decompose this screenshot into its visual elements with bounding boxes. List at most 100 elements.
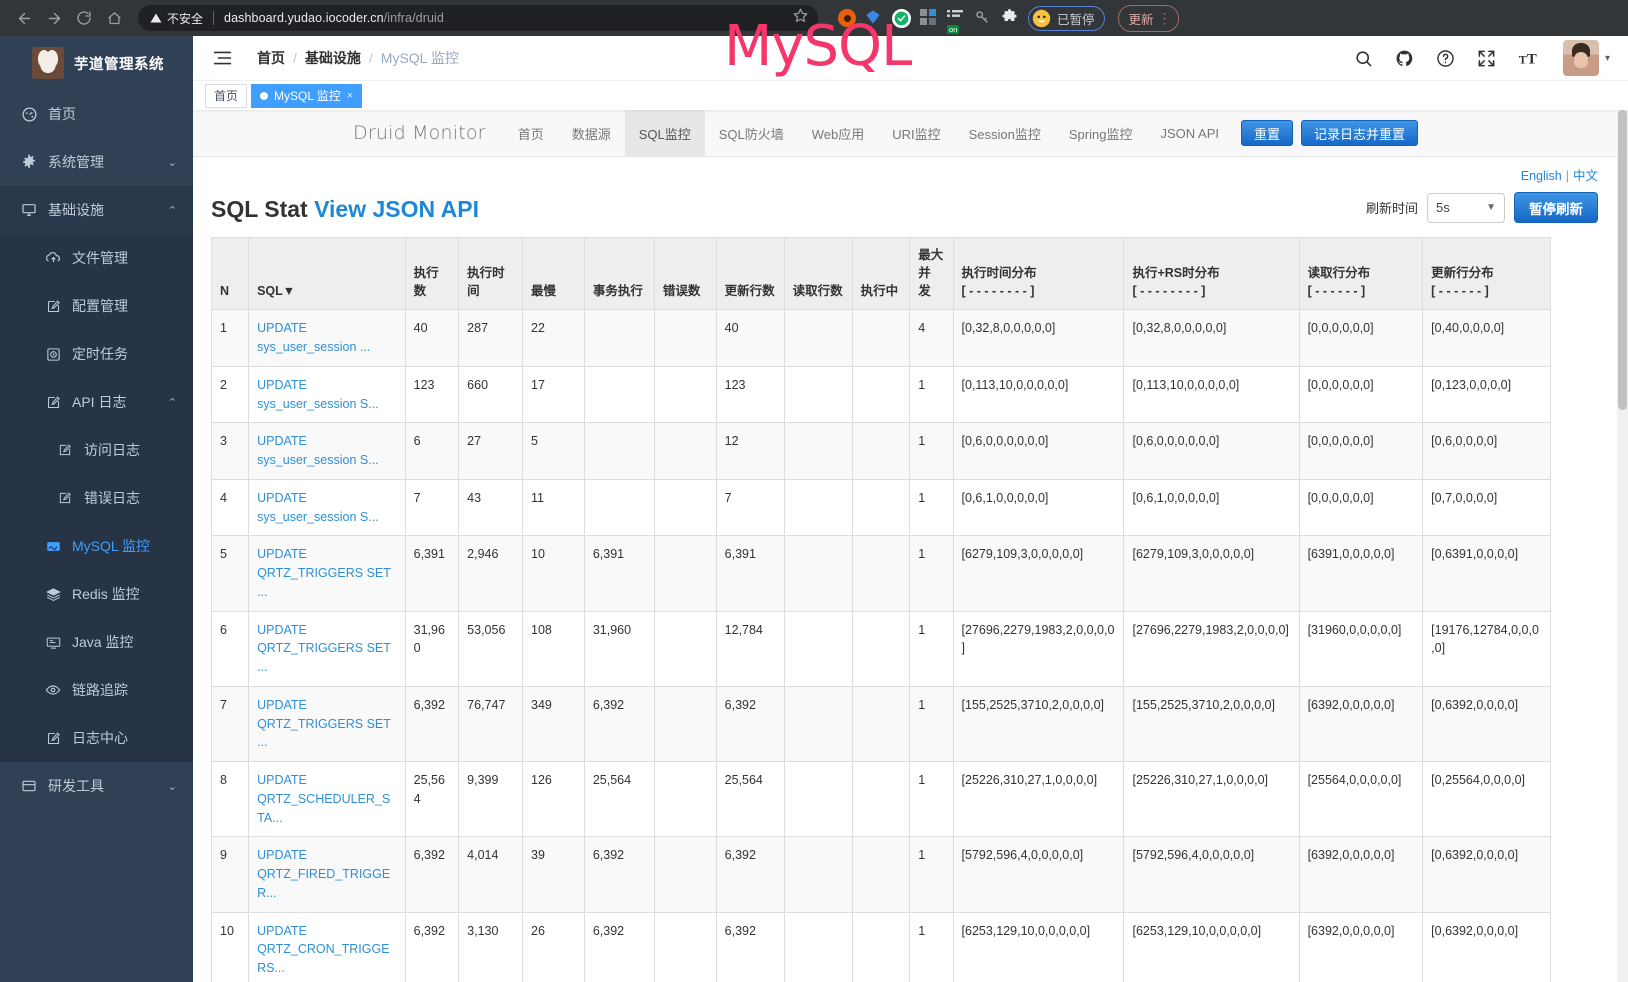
sql-link[interactable]: UPDATE QRTZ_SCHEDULER_STA... [257, 773, 391, 825]
sidebar-item-redis-monitor[interactable]: Redis 监控 [0, 570, 193, 618]
sidebar-item-java-monitor[interactable]: Java 监控 [0, 618, 193, 666]
sidebar-item-system[interactable]: 系统管理 ⌄ [0, 138, 193, 186]
reset-button[interactable]: 重置 [1241, 120, 1294, 147]
sidebar-item-cron-task[interactable]: 定时任务 [0, 330, 193, 378]
sql-link[interactable]: UPDATE QRTZ_TRIGGERS SET ... [257, 697, 391, 750]
reload-icon[interactable] [70, 4, 98, 32]
cell-sql-link[interactable]: UPDATE sys_user_session S... [248, 478, 406, 537]
sidebar-item-log-center[interactable]: 日志中心 [0, 714, 193, 762]
sidebar-item-config-manage[interactable]: 配置管理 [0, 282, 193, 330]
sidebar-item-mysql-monitor[interactable]: MySQL 监控 [0, 522, 193, 570]
cell-sql-link[interactable]: UPDATE QRTZ_TRIGGERS SET ... [248, 685, 406, 763]
sidebar-item-infra[interactable]: 基础设施 ⌃ [0, 186, 193, 234]
th-exec-count[interactable]: 执行数 [404, 237, 460, 311]
th-exec-time-dist[interactable]: 执行时间分布 [ - - - - - - - - ] [952, 237, 1125, 311]
th-read-rows[interactable]: 读取行数 [783, 237, 853, 311]
extension-key-icon[interactable] [974, 9, 992, 27]
cell-sql-link[interactable]: UPDATE QRTZ_FIRED_TRIGGER... [248, 836, 406, 913]
druid-brand[interactable]: Druid Monitor [353, 122, 486, 145]
extension-orange-icon[interactable] [838, 9, 856, 27]
address-bar[interactable]: 不安全 dashboard.yudao.iocoder.cn/infra/dru… [138, 5, 818, 31]
extension-list-icon[interactable]: on [947, 9, 965, 34]
cell-sql-link[interactable]: UPDATE sys_user_session ... [248, 309, 406, 367]
lang-english-link[interactable]: English [1520, 169, 1562, 184]
close-icon[interactable]: × [346, 89, 354, 102]
sql-link[interactable]: UPDATE sys_user_session S... [257, 434, 379, 468]
search-icon[interactable] [1354, 49, 1373, 68]
druid-nav-session-monitor[interactable]: Session监控 [968, 126, 1041, 142]
cell-value: 4 [210, 478, 250, 537]
hamburger-icon[interactable] [209, 50, 235, 66]
th-running[interactable]: 执行中 [851, 237, 911, 311]
sql-link[interactable]: UPDATE sys_user_session S... [257, 490, 379, 524]
th-update-row-dist[interactable]: 更新行分布 [ - - - - - - ] [1422, 237, 1551, 311]
extension-grid-icon[interactable] [920, 9, 938, 27]
back-arrow-icon[interactable] [10, 4, 38, 32]
cell-sql-link[interactable]: UPDATE sys_user_session S... [248, 422, 406, 480]
th-exec-rs-dist[interactable]: 执行+RS时分布 [ - - - - - - - - ] [1123, 237, 1300, 311]
sql-link[interactable]: UPDATE QRTZ_CRON_TRIGGERS... [257, 923, 390, 976]
th-slowest[interactable]: 最慢 [522, 237, 585, 311]
druid-nav-spring-monitor[interactable]: Spring监控 [1068, 126, 1133, 142]
th-error-count[interactable]: 错误数 [653, 237, 717, 311]
help-icon[interactable] [1436, 49, 1455, 68]
cell-sql-link[interactable]: UPDATE QRTZ_TRIGGERS SET ... [248, 610, 406, 687]
sidebar-item-access-log[interactable]: 访问日志 [0, 426, 193, 474]
refresh-interval-select[interactable]: 5s ▼ [1427, 192, 1505, 223]
druid-nav-home[interactable]: 首页 [517, 126, 544, 142]
th-read-row-dist[interactable]: 读取行分布 [ - - - - - - ] [1298, 237, 1424, 311]
bookmark-star-icon[interactable] [793, 8, 808, 28]
forward-arrow-icon[interactable] [40, 4, 68, 32]
vertical-scrollbar[interactable] [1617, 110, 1628, 982]
druid-nav-json-api[interactable]: JSON API [1160, 125, 1220, 141]
fullscreen-icon[interactable] [1477, 49, 1496, 68]
th-max-concurrent[interactable]: 最大并 发 [909, 237, 954, 311]
user-menu[interactable]: ▾ [1562, 40, 1610, 76]
sidebar-item-home[interactable]: 首页 [0, 90, 193, 138]
sidebar-item-file-manage[interactable]: 文件管理 [0, 234, 193, 282]
druid-nav-uri-monitor[interactable]: URI监控 [892, 126, 941, 142]
scrollbar-thumb[interactable] [1618, 110, 1627, 411]
druid-nav-webapp[interactable]: Web应用 [811, 126, 865, 142]
tag-tab-mysql-monitor[interactable]: MySQL 监控 × [251, 83, 363, 108]
home-icon[interactable] [100, 4, 128, 32]
tag-tab-home[interactable]: 首页 [205, 83, 248, 108]
sidebar-item-api-log[interactable]: API 日志 ⌃ [0, 378, 193, 426]
sidebar-item-error-log[interactable]: 错误日志 [0, 474, 193, 522]
druid-nav-datasource[interactable]: 数据源 [571, 126, 611, 142]
lang-chinese-link[interactable]: 中文 [1572, 169, 1598, 184]
profile-paused-pill[interactable]: 已暂停 [1028, 5, 1105, 31]
th-tx-exec[interactable]: 事务执行 [583, 237, 655, 311]
sql-link[interactable]: UPDATE sys_user_session S... [257, 377, 379, 411]
breadcrumb-item-1[interactable]: 基础设施 [304, 50, 361, 66]
view-json-api-link[interactable]: View JSON API [314, 196, 480, 223]
th-update-rows[interactable]: 更新行数 [715, 237, 785, 311]
log-and-reset-button[interactable]: 记录日志并重置 [1301, 120, 1419, 147]
cell-value: 126 [522, 761, 585, 838]
cell-sql-link[interactable]: UPDATE QRTZ_CRON_TRIGGERS... [248, 911, 406, 982]
sidebar-brand[interactable]: 芋道管理系统 [0, 36, 193, 90]
sql-link[interactable]: UPDATE sys_user_session ... [257, 321, 371, 355]
sidebar-item-trace[interactable]: 链路追踪 [0, 666, 193, 714]
th-exec-time[interactable]: 执行时间 [458, 237, 524, 311]
druid-nav-sql-monitor[interactable]: SQL监控 [624, 110, 705, 157]
breadcrumb-item-0[interactable]: 首页 [257, 50, 285, 66]
extension-diamond-icon[interactable] [865, 9, 883, 27]
update-pill[interactable]: 更新 ⋮ [1117, 4, 1179, 32]
not-secure-indicator[interactable]: 不安全 [150, 10, 203, 27]
github-icon[interactable] [1395, 49, 1414, 68]
extensions-puzzle-icon[interactable] [1001, 9, 1019, 27]
extension-green-check-icon[interactable] [892, 8, 911, 28]
cell-sql-link[interactable]: UPDATE QRTZ_SCHEDULER_STA... [248, 761, 406, 838]
sql-link[interactable]: UPDATE QRTZ_FIRED_TRIGGER... [257, 848, 391, 900]
sql-link[interactable]: UPDATE QRTZ_TRIGGERS SET ... [257, 622, 391, 675]
sidebar-item-devtools[interactable]: 研发工具 ⌄ [0, 762, 193, 810]
druid-nav-sql-firewall[interactable]: SQL防火墙 [718, 126, 784, 142]
pause-refresh-button[interactable]: 暂停刷新 [1514, 192, 1598, 224]
cell-sql-link[interactable]: UPDATE QRTZ_TRIGGERS SET ... [248, 535, 406, 612]
th-sql[interactable]: SQL▼ [248, 237, 406, 311]
cell-sql-link[interactable]: UPDATE sys_user_session S... [248, 365, 406, 424]
chrome-menu-icon[interactable]: ⋮ [1157, 10, 1172, 26]
sql-link[interactable]: UPDATE QRTZ_TRIGGERS SET ... [257, 547, 391, 599]
